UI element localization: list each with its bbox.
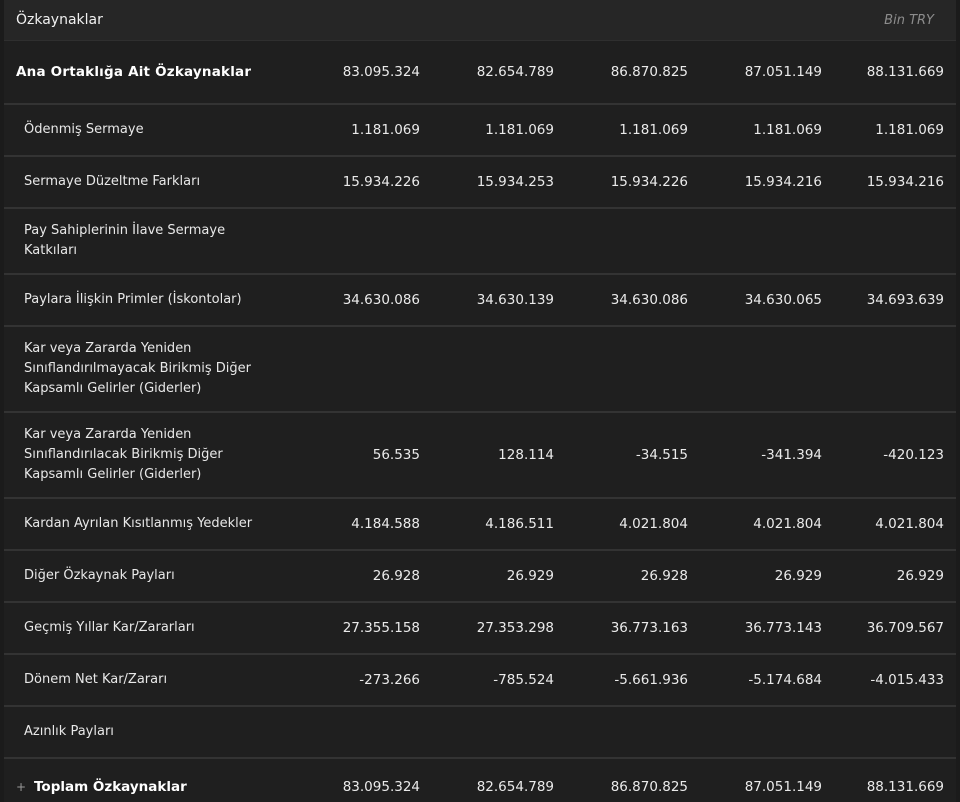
table-row: Ödenmiş Sermaye 1.181.069 1.181.069 1.18…	[4, 105, 956, 157]
value-cell: 83.095.324	[342, 64, 420, 80]
value-cell: 34.630.139	[476, 292, 554, 308]
value-cell: 34.630.086	[342, 292, 420, 308]
value-cell: 15.934.253	[476, 174, 554, 190]
value-cell: 26.929	[896, 568, 944, 584]
value-cell: -5.174.684	[748, 672, 822, 688]
value-cell: 1.181.069	[485, 122, 554, 138]
equity-panel: Özkaynaklar Bin TRY Ana Ortaklığa Ait Öz…	[4, 0, 956, 802]
value-cell: 36.773.163	[610, 620, 688, 636]
value-cell: -420.123	[883, 447, 944, 463]
value-cell: -5.661.936	[614, 672, 688, 688]
total-label: Toplam Özkaynaklar	[34, 779, 187, 795]
row-label: Kar veya Zararda Yeniden Sınıflandırılma…	[4, 339, 286, 399]
panel-header: Özkaynaklar Bin TRY	[4, 0, 956, 41]
value-cell: -34.515	[635, 447, 688, 463]
value-cell: 4.184.588	[351, 516, 420, 532]
value-cell: 26.929	[774, 568, 822, 584]
value-cell: 4.186.511	[485, 516, 554, 532]
table-row: Sermaye Düzeltme Farkları 15.934.226 15.…	[4, 157, 956, 209]
value-cell: 27.355.158	[342, 620, 420, 636]
table-row: Dönem Net Kar/Zararı -273.266 -785.524 -…	[4, 655, 956, 707]
row-label-line: Pay Sahiplerinin İlave Sermaye	[24, 223, 226, 238]
row-label: Diğer Özkaynak Payları	[24, 568, 175, 583]
table-row-total[interactable]: + Toplam Özkaynaklar 83.095.324 82.654.7…	[4, 759, 956, 802]
value-cell: 1.181.069	[351, 122, 420, 138]
value-cell: 83.095.324	[342, 779, 420, 795]
value-cell: -785.524	[493, 672, 554, 688]
value-cell: 15.934.226	[610, 174, 688, 190]
value-cell: 87.051.149	[744, 64, 822, 80]
value-cell: 15.934.226	[342, 174, 420, 190]
row-label: Geçmiş Yıllar Kar/Zararları	[24, 620, 195, 635]
row-label: + Toplam Özkaynaklar	[4, 777, 286, 797]
row-label-line: Kapsamlı Gelirler (Giderler)	[24, 467, 202, 482]
value-cell: 88.131.669	[866, 779, 944, 795]
row-label: Paylara İlişkin Primler (İskontolar)	[24, 292, 242, 307]
row-label-line: Sınıflandırılacak Birikmiş Diğer	[24, 447, 223, 462]
value-cell: 1.181.069	[753, 122, 822, 138]
value-cell: 36.773.143	[744, 620, 822, 636]
value-cell: 86.870.825	[610, 779, 688, 795]
row-label-line: Kapsamlı Gelirler (Giderler)	[24, 381, 202, 396]
value-cell: 88.131.669	[866, 64, 944, 80]
row-label: Azınlık Payları	[24, 724, 114, 739]
table-row: Kardan Ayrılan Kısıtlanmış Yedekler 4.18…	[4, 499, 956, 551]
value-cell: 26.928	[372, 568, 420, 584]
value-cell: 56.535	[372, 447, 420, 463]
value-cell: 34.693.639	[866, 292, 944, 308]
value-cell: 15.934.216	[866, 174, 944, 190]
table-row: Pay Sahiplerinin İlave Sermaye Katkıları	[4, 209, 956, 275]
table-row: Diğer Özkaynak Payları 26.928 26.929 26.…	[4, 551, 956, 603]
table-row: Geçmiş Yıllar Kar/Zararları 27.355.158 2…	[4, 603, 956, 655]
value-cell: 1.181.069	[875, 122, 944, 138]
panel-title: Özkaynaklar	[16, 12, 103, 28]
table-row: Paylara İlişkin Primler (İskontolar) 34.…	[4, 275, 956, 327]
row-label: Ödenmiş Sermaye	[24, 122, 144, 137]
value-cell: 82.654.789	[476, 779, 554, 795]
value-cell: 4.021.804	[875, 516, 944, 532]
value-cell: 4.021.804	[753, 516, 822, 532]
row-label: Ana Ortaklığa Ait Özkaynaklar	[16, 64, 252, 80]
row-label: Sermaye Düzeltme Farkları	[24, 174, 201, 189]
table-row: Kar veya Zararda Yeniden Sınıflandırılac…	[4, 413, 956, 499]
value-cell: 15.934.216	[744, 174, 822, 190]
row-label-line: Kar veya Zararda Yeniden	[24, 427, 192, 442]
value-cell: 36.709.567	[866, 620, 944, 636]
row-label: Dönem Net Kar/Zararı	[24, 672, 168, 687]
value-cell: 87.051.149	[744, 779, 822, 795]
value-cell: 128.114	[498, 447, 554, 463]
value-cell: 1.181.069	[619, 122, 688, 138]
value-cell: 34.630.065	[744, 292, 822, 308]
value-cell: 86.870.825	[610, 64, 688, 80]
table-row: Kar veya Zararda Yeniden Sınıflandırılma…	[4, 327, 956, 413]
value-cell: 34.630.086	[610, 292, 688, 308]
expand-plus-icon[interactable]: +	[16, 780, 27, 794]
row-label-line: Sınıflandırılmayacak Birikmiş Diğer	[24, 361, 252, 376]
value-cell: -4.015.433	[870, 672, 944, 688]
value-cell: 26.928	[640, 568, 688, 584]
table-row: Azınlık Payları	[4, 707, 956, 759]
value-cell: 26.929	[506, 568, 554, 584]
value-cell: -273.266	[359, 672, 420, 688]
table-row-main: Ana Ortaklığa Ait Özkaynaklar 83.095.324…	[4, 41, 956, 105]
row-label: Kardan Ayrılan Kısıtlanmış Yedekler	[24, 516, 253, 531]
value-cell: 27.353.298	[476, 620, 554, 636]
unit-label: Bin TRY	[884, 12, 934, 28]
row-label: Kar veya Zararda Yeniden Sınıflandırılac…	[4, 425, 286, 485]
row-label: Pay Sahiplerinin İlave Sermaye Katkıları	[4, 221, 286, 261]
value-cell: 4.021.804	[619, 516, 688, 532]
value-cell: -341.394	[761, 447, 822, 463]
row-label-line: Katkıları	[24, 243, 78, 258]
row-label-line: Kar veya Zararda Yeniden	[24, 341, 192, 356]
value-cell: 82.654.789	[476, 64, 554, 80]
